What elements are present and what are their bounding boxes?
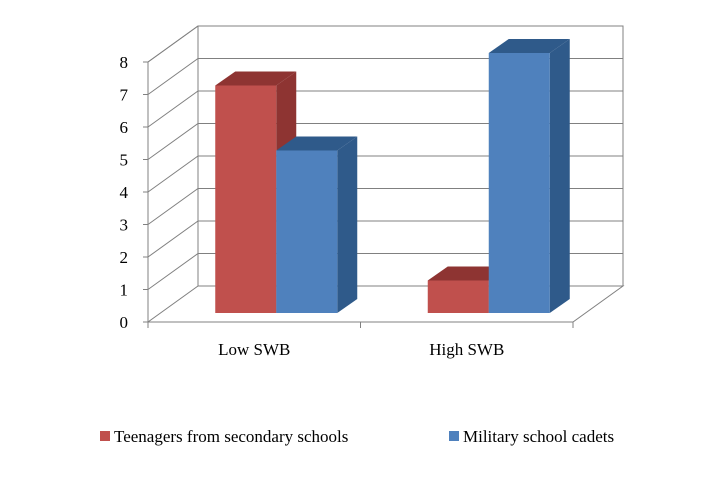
- floor: [146, 285, 625, 323]
- y-tick-label: 0: [120, 313, 129, 332]
- legend-item: Teenagers from secondary schools: [100, 427, 348, 446]
- gridline: [147, 253, 623, 290]
- bar-top: [488, 39, 570, 53]
- bar-side: [549, 39, 570, 313]
- bar-front: [276, 150, 338, 313]
- bar-top: [427, 266, 509, 281]
- y-tick-label: 7: [120, 86, 129, 105]
- bar: [276, 136, 358, 313]
- y-tick-label: 5: [120, 151, 129, 170]
- gridline: [147, 220, 623, 258]
- legend: Teenagers from secondary schools Military…: [100, 427, 614, 446]
- y-axis: 0 1 2 3 4 5 6 7 8: [120, 53, 148, 332]
- x-tick-label: High SWB: [429, 340, 504, 359]
- bar-side: [337, 136, 358, 313]
- legend-item: Military school cadets: [449, 427, 614, 446]
- y-tick-label: 8: [120, 53, 129, 72]
- bars: [215, 39, 570, 313]
- gridline: [147, 58, 623, 95]
- gridline: [147, 123, 623, 160]
- bar-top: [276, 136, 358, 151]
- y-tick-label: 6: [120, 118, 129, 137]
- legend-swatch: [449, 431, 459, 441]
- gridline: [147, 25, 623, 63]
- y-tick-label: 1: [120, 281, 129, 300]
- legend-label: Military school cadets: [463, 427, 614, 446]
- bar-top: [215, 71, 297, 86]
- gridlines: [147, 25, 623, 290]
- gridline: [147, 155, 623, 193]
- bar-front: [488, 53, 550, 313]
- legend-swatch: [100, 431, 110, 441]
- y-tick-label: 3: [120, 216, 129, 235]
- gridline: [147, 188, 623, 225]
- y-tick-label: 2: [120, 248, 129, 267]
- y-tick-label: 4: [120, 183, 129, 202]
- x-axis: Low SWB High SWB: [147, 322, 574, 359]
- x-tick-label: Low SWB: [218, 340, 290, 359]
- bar: [488, 39, 570, 313]
- bar-front: [215, 85, 277, 313]
- gridline: [147, 90, 623, 128]
- bar-front: [427, 280, 489, 313]
- legend-label: Teenagers from secondary schools: [114, 427, 348, 446]
